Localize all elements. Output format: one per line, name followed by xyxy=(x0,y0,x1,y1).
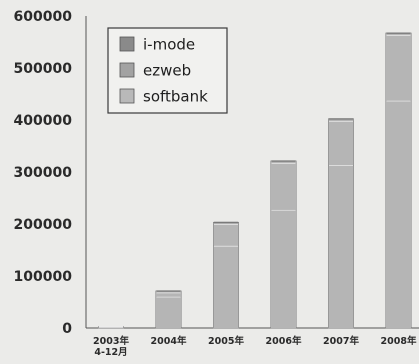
x-axis-labels: 2003年 4-12月 2004年 2005年 2006年 2007年 2008年 xyxy=(93,335,417,358)
y-tick-label: 600000 xyxy=(14,9,73,25)
legend: i-mode ezweb softbank xyxy=(107,27,228,114)
y-tick-label: 400000 xyxy=(14,113,73,129)
bar-segment-softbank xyxy=(271,209,296,328)
bar-segment-i-mode xyxy=(328,118,354,122)
legend-label: ezweb xyxy=(143,62,191,80)
legend-swatch xyxy=(119,88,135,104)
bar-segment-softbank xyxy=(386,100,411,328)
bar-segment-i-mode xyxy=(386,33,411,36)
bar-segment-ezweb xyxy=(271,163,296,210)
y-tick-label: 500000 xyxy=(14,61,73,77)
bar-segment-softbank xyxy=(328,165,354,328)
bar-segment-ezweb xyxy=(328,121,354,166)
y-tick-label: 200000 xyxy=(14,217,73,233)
legend-label: softbank xyxy=(143,88,208,106)
bar-segment-softbank xyxy=(213,245,239,328)
legend-swatch xyxy=(119,62,135,78)
y-axis-ticks: 0 100000 200000 300000 400000 500000 600000 xyxy=(14,9,73,337)
bar-segment-i-mode xyxy=(213,222,239,224)
x-tick-label: 2007年 xyxy=(323,335,359,347)
bar-segment-ezweb xyxy=(213,224,239,246)
legend-label: i-mode xyxy=(143,36,195,54)
axes xyxy=(85,16,419,329)
y-tick-label: 0 xyxy=(62,321,72,337)
y-tick-label: 300000 xyxy=(14,165,73,181)
x-tick-label: 2008年 xyxy=(381,335,417,347)
x-tick-label: 2005年 xyxy=(208,335,244,347)
x-tick-label: 2006年 xyxy=(266,335,302,347)
bar-segment-ezweb xyxy=(156,292,181,297)
legend-swatch xyxy=(119,36,135,52)
bar-segment-ezweb xyxy=(386,35,411,101)
bar-segment-softbank xyxy=(156,296,181,328)
bar-segment-i-mode xyxy=(156,291,181,293)
bars xyxy=(98,32,412,329)
x-tick-label: 2004年 xyxy=(151,335,187,347)
y-tick-label: 100000 xyxy=(14,269,73,285)
bar-segment-i-mode xyxy=(271,161,296,164)
x-tick-label: 2003年 4-12月 xyxy=(93,335,129,358)
